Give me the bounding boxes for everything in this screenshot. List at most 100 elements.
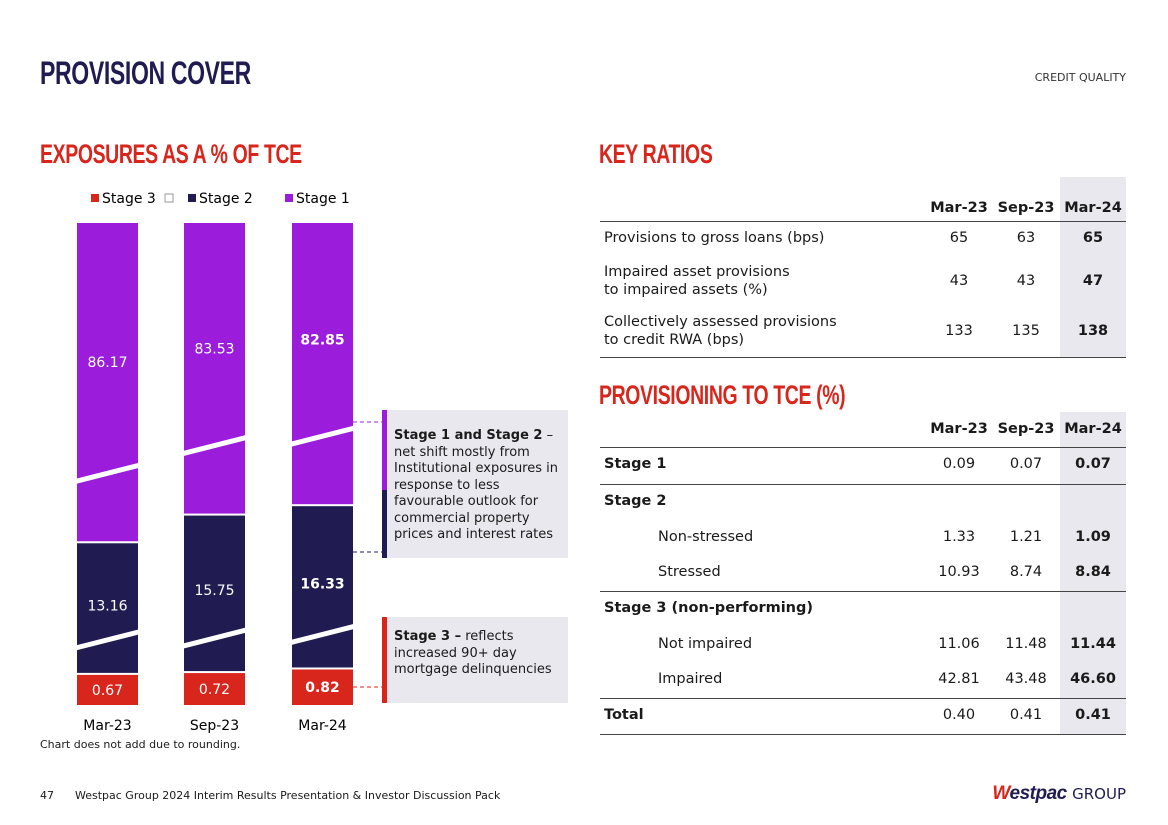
bar-segment	[77, 223, 138, 542]
chart-note: Chart does not add due to rounding.	[40, 738, 241, 751]
row-label: Stage 2	[604, 493, 667, 509]
table-cell: 0.40	[942, 707, 976, 723]
table-cell: 11.06	[938, 636, 980, 652]
column-header: Mar-23	[930, 200, 988, 216]
table-rule	[600, 447, 1126, 448]
logo-mark: Westpac	[992, 783, 1067, 804]
callout-box	[387, 617, 568, 703]
row-label: Non-stressed	[658, 529, 754, 545]
legend-label: Stage 1	[296, 191, 350, 207]
legend-swatch	[188, 194, 196, 202]
axis-break	[182, 627, 247, 649]
bar-segment	[184, 223, 245, 514]
slide-title: PROVISION COVER	[40, 55, 251, 91]
x-tick-label: Sep-23	[190, 718, 239, 734]
callout-text: Stage 3 – reflects increased 90+ day mor…	[394, 629, 552, 677]
row-label: to impaired assets (%)	[604, 282, 768, 298]
page-number: 47	[40, 789, 54, 802]
column-header: Mar-23	[930, 421, 988, 437]
column-header: Sep-23	[997, 421, 1055, 437]
table-title: KEY RATIOS	[599, 139, 713, 169]
row-label: Total	[604, 707, 644, 723]
column-header: Mar-24	[1064, 421, 1122, 437]
row-label: Stressed	[658, 564, 721, 580]
table-rule	[600, 357, 1126, 358]
data-label: 83.53	[194, 341, 234, 357]
bar-segment	[292, 669, 353, 705]
data-label: 86.17	[87, 355, 127, 371]
legend-label: Stage 3	[102, 191, 156, 207]
callout-bar	[382, 410, 387, 490]
table-cell: 0.41	[1009, 707, 1043, 723]
legend-blank	[164, 193, 174, 203]
table-cell: 65	[949, 230, 969, 246]
row-label: Not impaired	[658, 636, 753, 652]
x-tick-label: Mar-23	[83, 718, 131, 734]
table-rule	[600, 734, 1126, 735]
callout-bar	[382, 617, 387, 703]
legend-swatch	[91, 194, 99, 202]
table-cell: 0.07	[1009, 456, 1043, 472]
axis-break	[75, 462, 140, 484]
row-label: Impaired	[658, 671, 723, 687]
logo: Westpac GROUP	[992, 783, 1126, 805]
data-label: 16.33	[300, 577, 344, 593]
table-cell: 10.93	[938, 564, 980, 580]
callout-bar	[382, 490, 387, 558]
table-cell: 8.84	[1075, 564, 1111, 580]
table-cell: 0.09	[942, 456, 976, 472]
table-cell: 1.09	[1075, 529, 1111, 545]
axis-break	[75, 629, 140, 651]
legend-swatch	[285, 194, 293, 202]
table-cell: 138	[1077, 323, 1109, 339]
table-cell: 11.44	[1070, 636, 1116, 652]
callout-text: Stage 1 and Stage 2 – net shift mostly f…	[394, 428, 558, 542]
table-cell: 1.33	[942, 529, 976, 545]
data-label: 0.82	[305, 680, 340, 696]
bar-segment	[77, 674, 138, 705]
callout-box	[387, 410, 568, 558]
bar-segment	[184, 673, 245, 705]
column-shade	[1060, 412, 1126, 735]
table-cell: 43	[949, 273, 969, 289]
table-cell: 133	[945, 323, 973, 339]
row-label: Provisions to gross loans (bps)	[604, 230, 825, 246]
section-label: CREDIT QUALITY	[1034, 71, 1126, 84]
bar-segment	[292, 223, 353, 505]
row-label: Collectively assessed provisions	[604, 314, 837, 330]
table-cell: 135	[1012, 323, 1040, 339]
table-rule	[600, 698, 1126, 699]
row-label: Stage 1	[604, 456, 667, 472]
column-header: Sep-23	[997, 200, 1055, 216]
table-cell: 42.81	[938, 671, 980, 687]
x-tick-label: Mar-24	[298, 718, 346, 734]
axis-break	[290, 624, 355, 645]
table-cell: 43.48	[1005, 671, 1047, 687]
data-label: 0.67	[92, 683, 123, 699]
table-cell: 43	[1016, 273, 1036, 289]
table-rule	[600, 221, 1126, 222]
bar-segment	[77, 543, 138, 673]
column-header: Mar-24	[1064, 200, 1122, 216]
column-shade	[1060, 177, 1126, 357]
table-cell: 1.21	[1009, 529, 1043, 545]
table-cell: 65	[1082, 230, 1104, 246]
table-cell: 47	[1082, 273, 1104, 289]
data-label: 15.75	[194, 583, 234, 599]
axis-break	[182, 435, 247, 457]
chart: Stage 3 Stage 2 Stage 1 0.67 13.16 86.17 Mar-2…	[75, 191, 568, 734]
data-label: 0.72	[199, 682, 230, 698]
table-cell: 0.07	[1075, 456, 1111, 472]
table-cell: 46.60	[1070, 671, 1116, 687]
data-label: 13.16	[87, 598, 127, 614]
data-label: 82.85	[300, 333, 344, 349]
axis-break	[290, 425, 355, 447]
row-label: to credit RWA (bps)	[604, 332, 745, 348]
legend-label: Stage 2	[199, 191, 253, 207]
logo-suffix: GROUP	[1072, 785, 1126, 803]
table-rule	[600, 484, 1126, 485]
table-cell: 0.41	[1075, 707, 1111, 723]
row-label: Stage 3 (non-performing)	[604, 600, 814, 616]
table-title: PROVISIONING TO TCE (%)	[599, 380, 846, 410]
footer-text: Westpac Group 2024 Interim Results Prese…	[75, 789, 501, 802]
